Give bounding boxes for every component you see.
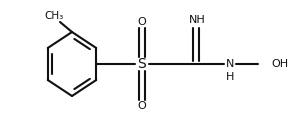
Text: NH: NH xyxy=(189,15,205,25)
Text: N: N xyxy=(226,59,234,69)
Text: O: O xyxy=(138,101,146,111)
Text: CH₃: CH₃ xyxy=(44,11,64,21)
Text: O: O xyxy=(138,17,146,27)
Text: OH: OH xyxy=(271,59,288,69)
Text: H: H xyxy=(226,72,234,82)
Text: S: S xyxy=(138,57,146,71)
